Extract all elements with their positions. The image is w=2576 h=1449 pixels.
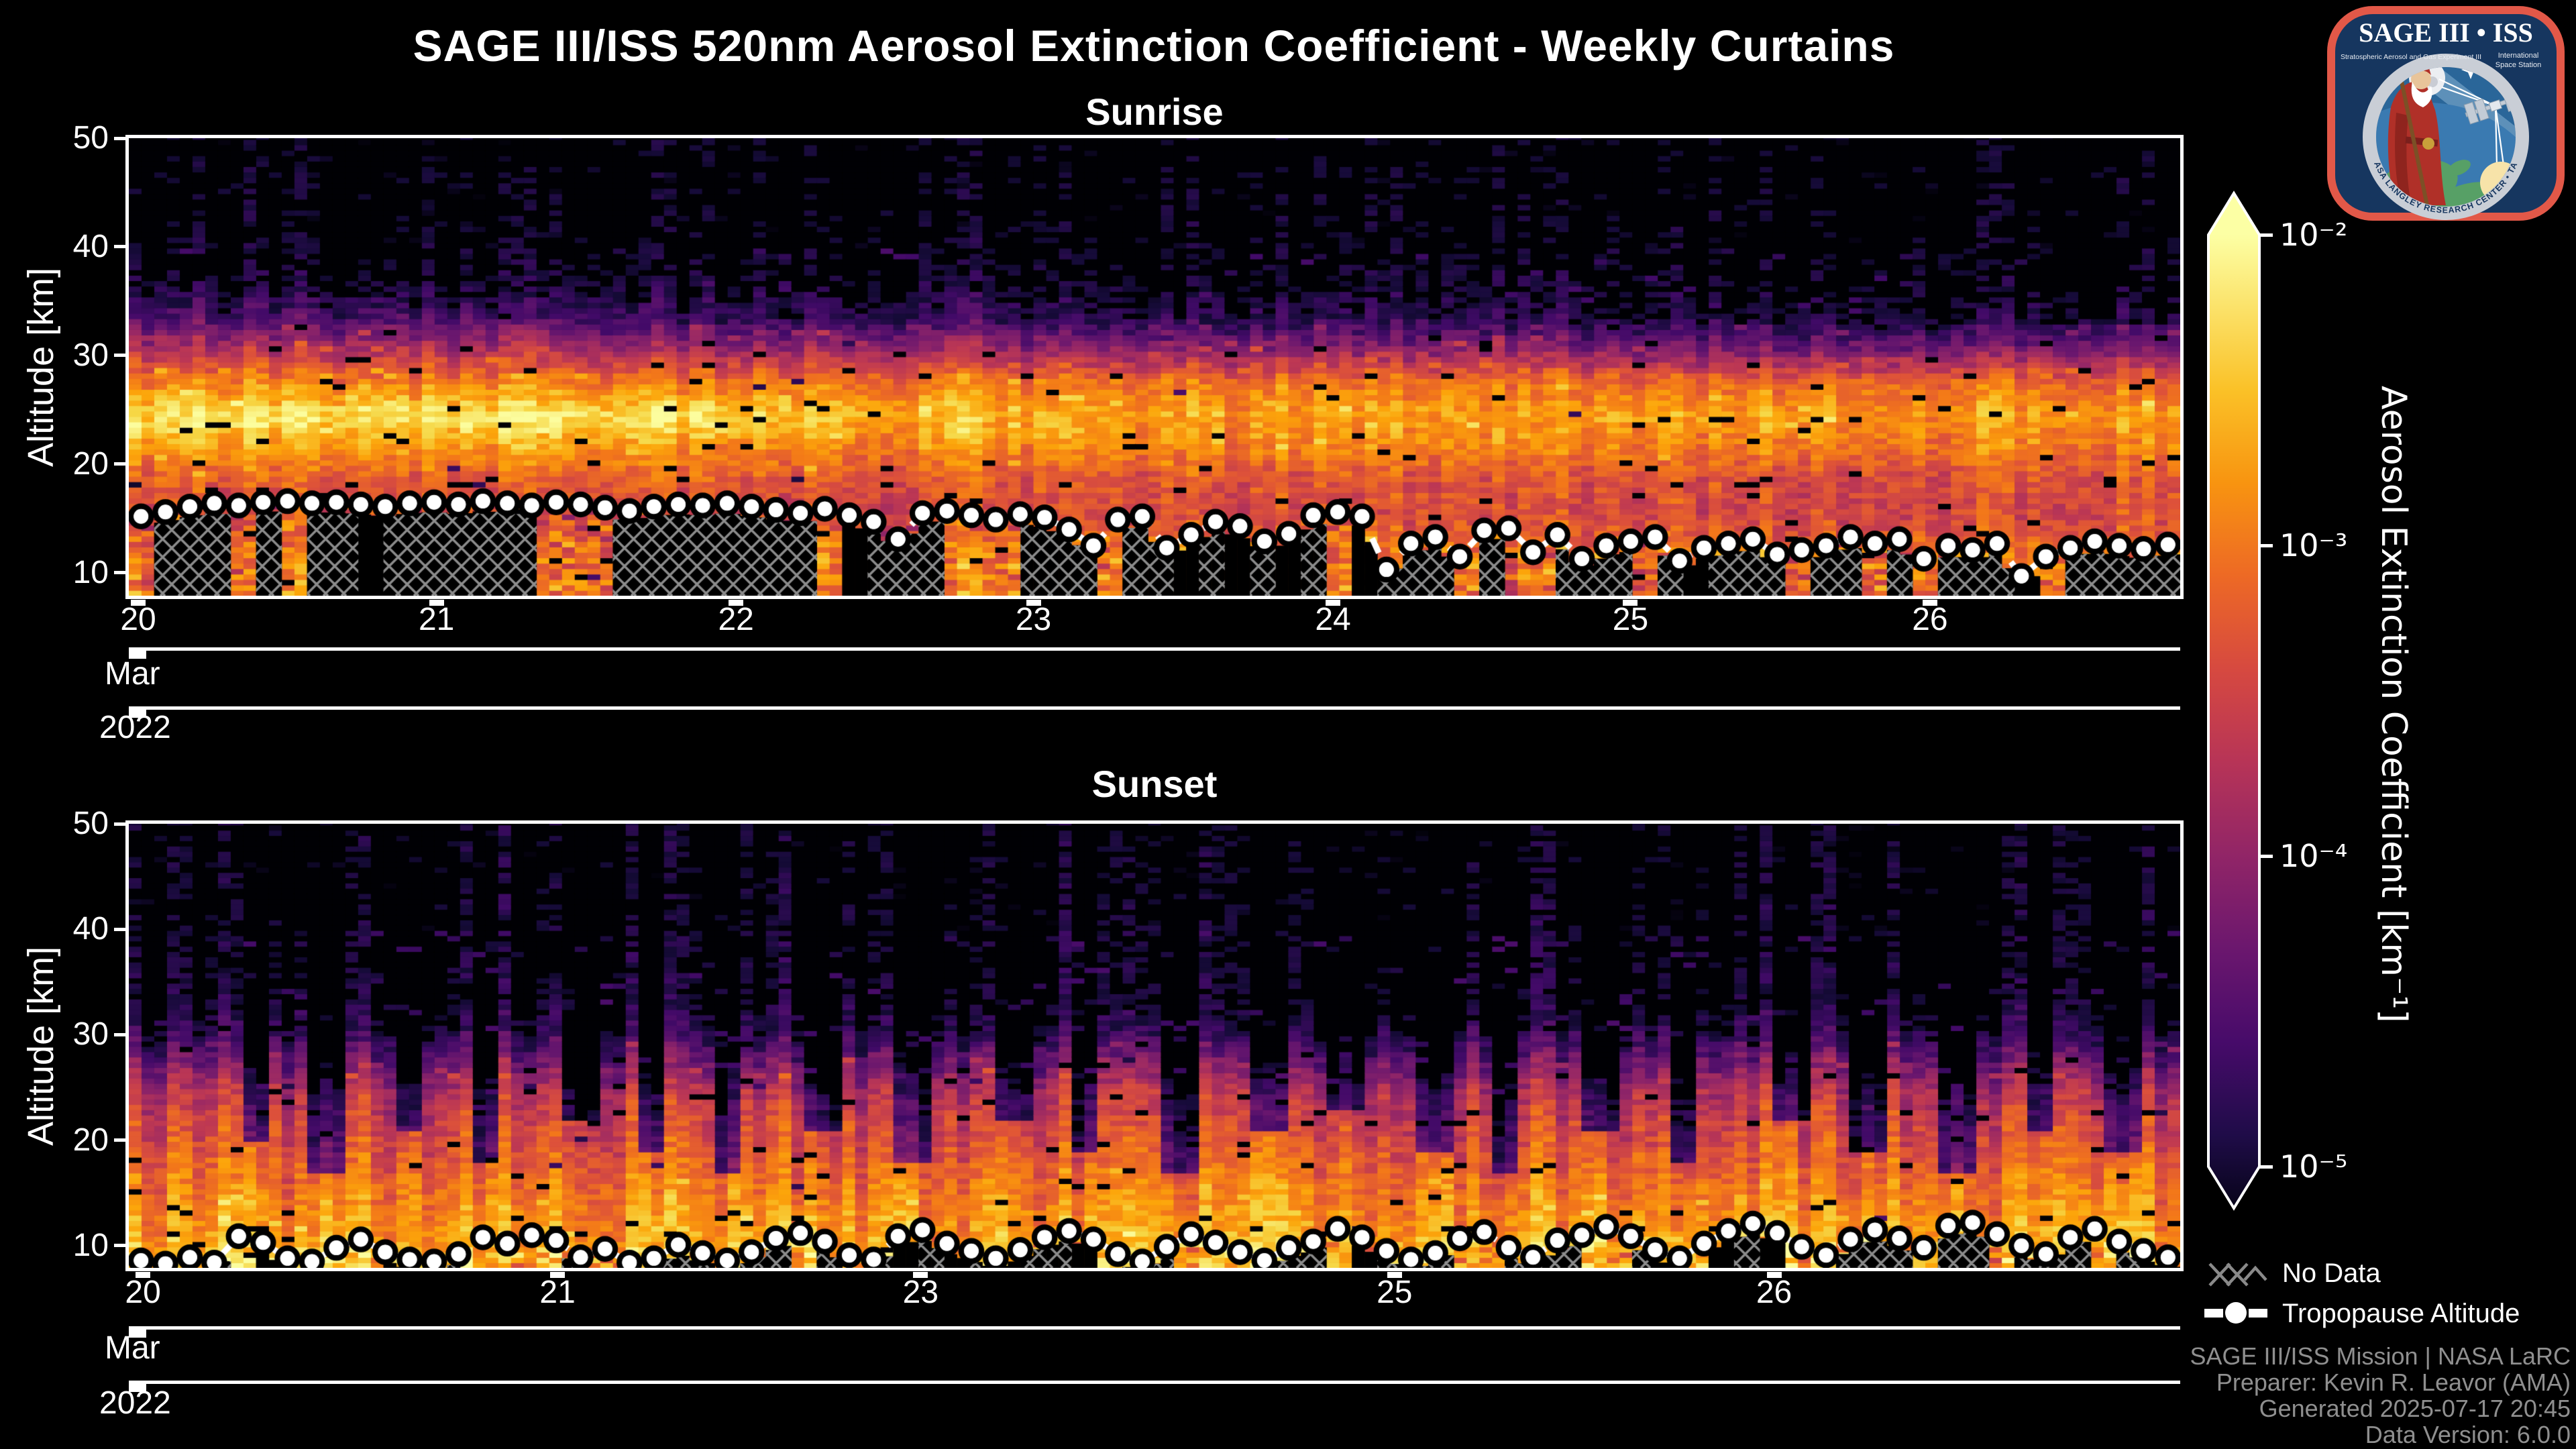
no-data-legend-label: No Data bbox=[2282, 1258, 2381, 1288]
sunrise-month-axis-line bbox=[129, 647, 2180, 651]
cross-hatch-icon bbox=[2208, 1263, 2267, 1287]
sunset-panel-title: Sunset bbox=[1091, 763, 1218, 805]
x-axis-tick bbox=[131, 600, 146, 606]
colorbar-tick-label: 10⁻² bbox=[2279, 217, 2348, 253]
sunset-year-label: 2022 bbox=[99, 1385, 171, 1421]
x-axis-tick bbox=[429, 600, 444, 606]
sunrise-month-axis-tick bbox=[129, 651, 146, 659]
sunset-month-axis-tick bbox=[129, 1330, 146, 1338]
y-axis-tick bbox=[114, 1244, 125, 1248]
attribution-line: SAGE III/ISS Mission | NASA LaRC bbox=[2190, 1342, 2571, 1370]
y-axis-tick-label: 40 bbox=[72, 911, 109, 947]
y-axis-tick-label: 40 bbox=[72, 228, 109, 264]
y-axis-tick bbox=[114, 462, 125, 466]
x-axis-tick bbox=[1026, 600, 1041, 606]
colorbar-tick bbox=[2259, 1165, 2273, 1169]
x-axis-tick bbox=[550, 1272, 566, 1278]
logo-subtitle-right: Space Station bbox=[2496, 61, 2542, 69]
x-axis-tick-label: 25 bbox=[1377, 1275, 1413, 1310]
colorbar-tick bbox=[2259, 543, 2273, 547]
sunrise-month-label: Mar bbox=[105, 656, 160, 692]
x-axis-tick bbox=[1326, 600, 1341, 606]
x-axis-tick-label: 21 bbox=[418, 602, 455, 637]
y-axis-tick-label: 20 bbox=[72, 1122, 109, 1158]
sunset-year-axis-tick bbox=[129, 1384, 146, 1392]
y-axis-tick bbox=[114, 1032, 125, 1036]
colorbar-tick-label: 10⁻⁴ bbox=[2279, 838, 2348, 874]
x-axis-tick bbox=[1623, 600, 1638, 606]
colorbar-tick bbox=[2259, 233, 2273, 237]
y-axis-tick-label: 30 bbox=[72, 1016, 109, 1053]
sunrise-year-axis-tick bbox=[129, 710, 146, 718]
logo-subtitle-left: Stratospheric Aerosol and Gas Experiment… bbox=[2341, 53, 2481, 61]
x-axis-tick bbox=[1922, 600, 1937, 606]
x-axis-tick bbox=[1766, 1272, 1782, 1278]
attribution-line: Preparer: Kevin R. Leavor (AMA) bbox=[2216, 1368, 2571, 1396]
sunset-month-axis-line bbox=[129, 1326, 2180, 1330]
y-axis-tick bbox=[114, 1138, 125, 1142]
y-axis-tick-label: 10 bbox=[72, 1227, 109, 1263]
x-axis-tick bbox=[136, 1272, 151, 1278]
sunrise-plot-border bbox=[125, 135, 2184, 599]
x-axis-tick-label: 23 bbox=[1015, 602, 1052, 637]
attribution-line: Data Version: 6.0.0 bbox=[2365, 1421, 2571, 1448]
sunrise-panel-title: Sunrise bbox=[1085, 91, 1224, 133]
sage-iii-iss-logo: BALL • NASA LANGLEY RESEARCH CENTER • TA… bbox=[2326, 5, 2565, 221]
y-axis-tick-label: 50 bbox=[72, 806, 109, 841]
logo-subtitle-right: International bbox=[2498, 52, 2539, 60]
sunset-heatmap-canvas bbox=[129, 824, 2180, 1268]
x-axis-tick-label: 24 bbox=[1315, 602, 1351, 637]
x-axis-tick-label: 26 bbox=[1912, 602, 1948, 637]
colorbar-axis-label: Aerosol Extinction Coefficient [km⁻¹] bbox=[2373, 386, 2414, 1023]
attribution-block: SAGE III/ISS Mission | NASA LaRC Prepare… bbox=[2190, 1343, 2571, 1448]
y-axis-tick bbox=[114, 136, 125, 140]
y-axis-tick-label: 20 bbox=[72, 445, 109, 482]
tropopause-legend-label: Tropopause Altitude bbox=[2282, 1299, 2520, 1328]
sunset-month-label: Mar bbox=[105, 1330, 160, 1366]
x-axis-tick-label: 20 bbox=[125, 1275, 161, 1310]
tropopause-legend-swatch bbox=[2204, 1302, 2267, 1324]
y-axis-tick-label: 50 bbox=[72, 120, 109, 156]
x-axis-tick-label: 23 bbox=[902, 1275, 939, 1310]
sunrise-year-label: 2022 bbox=[99, 710, 171, 745]
sunset-year-axis-line bbox=[129, 1381, 2180, 1384]
colorbar-tick bbox=[2259, 854, 2273, 858]
sunset-plot-border bbox=[125, 820, 2184, 1271]
no-data-legend-swatch bbox=[2208, 1263, 2267, 1287]
colorbar-gradient-pointer bbox=[2207, 191, 2261, 1211]
colorbar bbox=[2207, 191, 2261, 1211]
y-axis-tick bbox=[114, 927, 125, 931]
y-axis-tick bbox=[114, 571, 125, 575]
logo-ring bbox=[2363, 54, 2529, 220]
sunrise-heatmap-canvas bbox=[129, 138, 2180, 596]
figure-title: SAGE III/ISS 520nm Aerosol Extinction Co… bbox=[413, 21, 1895, 70]
x-axis-tick-label: 25 bbox=[1612, 602, 1649, 637]
colorbar-tick-label: 10⁻⁵ bbox=[2279, 1148, 2348, 1185]
logo-occultation-rays bbox=[2438, 78, 2505, 167]
y-axis-tick-label: 30 bbox=[72, 337, 109, 373]
y-axis-tick bbox=[114, 354, 125, 358]
sunrise-year-axis-line bbox=[129, 706, 2180, 710]
dash-dot-icon bbox=[2204, 1302, 2267, 1324]
attribution-line: Generated 2025-07-17 20:45 bbox=[2259, 1395, 2571, 1422]
x-axis-tick-label: 26 bbox=[1756, 1275, 1792, 1310]
y-axis-tick bbox=[114, 245, 125, 249]
x-axis-tick bbox=[1387, 1272, 1402, 1278]
colorbar-tick-label: 10⁻³ bbox=[2279, 527, 2348, 564]
x-axis-tick-label: 21 bbox=[539, 1275, 576, 1310]
x-axis-tick bbox=[729, 600, 744, 606]
y-axis-tick bbox=[114, 822, 125, 826]
logo-title: SAGE III • ISS bbox=[2359, 17, 2533, 48]
x-axis-tick bbox=[913, 1272, 928, 1278]
x-axis-tick-label: 20 bbox=[120, 602, 156, 637]
y-axis-tick-label: 10 bbox=[72, 554, 109, 590]
x-axis-tick-label: 22 bbox=[718, 602, 754, 637]
